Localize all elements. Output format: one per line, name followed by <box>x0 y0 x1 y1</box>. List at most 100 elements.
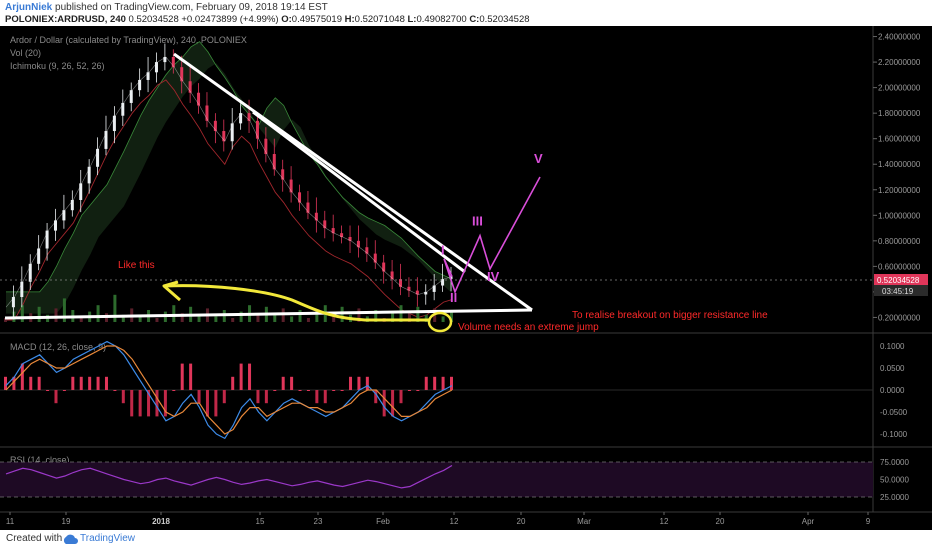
candle-body <box>62 210 66 221</box>
macd-hist-bar <box>62 390 66 391</box>
close-label: C: <box>469 14 480 25</box>
macd-hist-bar <box>155 390 159 417</box>
time-tick-label: Feb <box>376 517 390 526</box>
macd-hist-bar <box>382 390 386 417</box>
candle-body <box>45 230 49 249</box>
time-tick-label: 15 <box>256 517 265 526</box>
price-tick-label: 1.60000000 <box>878 135 921 144</box>
rsi-tick-label: 25.0000 <box>880 493 909 502</box>
wave-label: IV <box>487 269 500 284</box>
volume-bar <box>306 318 310 322</box>
volume-bar <box>441 316 445 322</box>
price-candles <box>11 43 453 320</box>
support-trendline[interactable] <box>4 308 533 320</box>
candle-body <box>373 253 377 263</box>
macd-hist-bar <box>264 390 268 404</box>
candle-body <box>415 290 419 295</box>
volume-bar <box>256 313 260 322</box>
volume-bar <box>172 305 176 322</box>
annotation-like-this: Like this <box>118 260 155 271</box>
volume-bar <box>113 294 117 322</box>
candle-body <box>171 56 175 68</box>
price-badge <box>874 274 928 285</box>
candle-body <box>255 120 259 139</box>
chart-title: Ardor / Dollar (calculated by TradingVie… <box>10 35 247 45</box>
author-link[interactable]: ArjunNiek <box>5 2 53 13</box>
macd-hist-bar <box>121 390 125 404</box>
macd-hist-bar <box>273 390 277 391</box>
wave-label: III <box>472 214 483 229</box>
volume-bar <box>298 310 302 322</box>
volume-bar <box>399 305 403 322</box>
resistance-trendline[interactable] <box>173 52 533 312</box>
candle-body <box>112 115 116 132</box>
macd-tick-label: -0.0500 <box>880 408 908 417</box>
macd-hist-bar <box>163 390 167 417</box>
macd-tick-label: 0.0000 <box>880 386 905 395</box>
macd-hist-bar <box>46 390 50 391</box>
macd-hist-bar <box>340 390 344 391</box>
candle-body <box>11 297 15 308</box>
chart-svg[interactable]: Ardor / Dollar (calculated by TradingVie… <box>0 26 932 530</box>
volume-bar <box>197 314 201 322</box>
macd-hist-bar <box>214 390 218 417</box>
macd-hist-bar <box>424 376 428 390</box>
macd-axis[interactable]: 0.1000 0.0500 0.0000 -0.0500 -0.1000 <box>880 342 908 439</box>
price-tick-label: 0.60000000 <box>878 262 921 271</box>
price-tick-label: 0.20000000 <box>878 313 921 322</box>
low-value: 0.49082700 <box>416 14 467 25</box>
volume-bar <box>450 310 453 322</box>
volume-bar <box>273 314 277 322</box>
macd-hist-bar <box>416 390 420 391</box>
candle-body <box>441 279 445 286</box>
macd-hist-bar <box>231 376 235 390</box>
macd-hist-bar <box>365 376 369 390</box>
signal-line <box>5 345 453 435</box>
macd-hist-bar <box>205 390 209 417</box>
candle-body <box>154 62 158 73</box>
macd-hist-bar <box>332 390 336 391</box>
macd-hist-bar <box>104 376 108 390</box>
candle-body <box>281 169 285 180</box>
countdown-badge <box>874 285 928 296</box>
macd-hist-bar <box>88 376 92 390</box>
candle-body <box>53 220 57 231</box>
wave-label: I <box>441 243 445 258</box>
volume-bar <box>231 318 235 322</box>
macd-hist-bar <box>391 390 395 417</box>
footer-brand-link[interactable]: TradingView <box>80 533 136 544</box>
volume-bar <box>121 314 125 322</box>
chart-area[interactable]: Ardor / Dollar (calculated by TradingVie… <box>0 26 932 530</box>
volume-bar <box>315 311 319 322</box>
price-tick-label: 1.80000000 <box>878 109 921 118</box>
inner-resistance-trendline[interactable] <box>252 110 466 274</box>
candle-body <box>407 286 411 291</box>
time-tick-label: 20 <box>716 517 725 526</box>
wave-projection-line[interactable] <box>443 176 541 295</box>
macd-hist-bar <box>374 390 378 404</box>
macd-hist-bar <box>281 376 285 390</box>
rsi-axis[interactable]: 75.0000 50.0000 25.0000 <box>880 458 909 502</box>
candle-body <box>104 131 108 149</box>
price-axis[interactable]: 0.200000000.400000000.600000000.80000000… <box>873 33 921 323</box>
rsi-band <box>0 462 873 497</box>
macd-tick-label: 0.0500 <box>880 364 905 373</box>
time-axis[interactable]: 11 19 2018 15 23 Feb 12 20 Mar 12 20 Apr 9 <box>6 512 871 526</box>
candle-body <box>348 237 352 241</box>
last-price: 0.52034528 <box>128 14 179 25</box>
volume-bar <box>62 298 66 322</box>
volume-highlight-circle <box>427 311 453 333</box>
volume-bar <box>332 313 336 322</box>
price-series-line <box>5 56 453 308</box>
macd-histogram <box>4 363 453 417</box>
macd-hist-bar <box>256 390 260 404</box>
volume-bar <box>138 316 142 322</box>
candle-body <box>28 263 32 282</box>
price-tick-label: 1.40000000 <box>878 160 921 169</box>
macd-hist-bar <box>239 363 243 390</box>
macd-hist-bar <box>12 376 16 390</box>
price-tick-label: 1.20000000 <box>878 186 921 195</box>
publish-line: ArjunNiek published on TradingView.com, … <box>5 2 328 13</box>
macd-hist-bar <box>450 376 453 390</box>
